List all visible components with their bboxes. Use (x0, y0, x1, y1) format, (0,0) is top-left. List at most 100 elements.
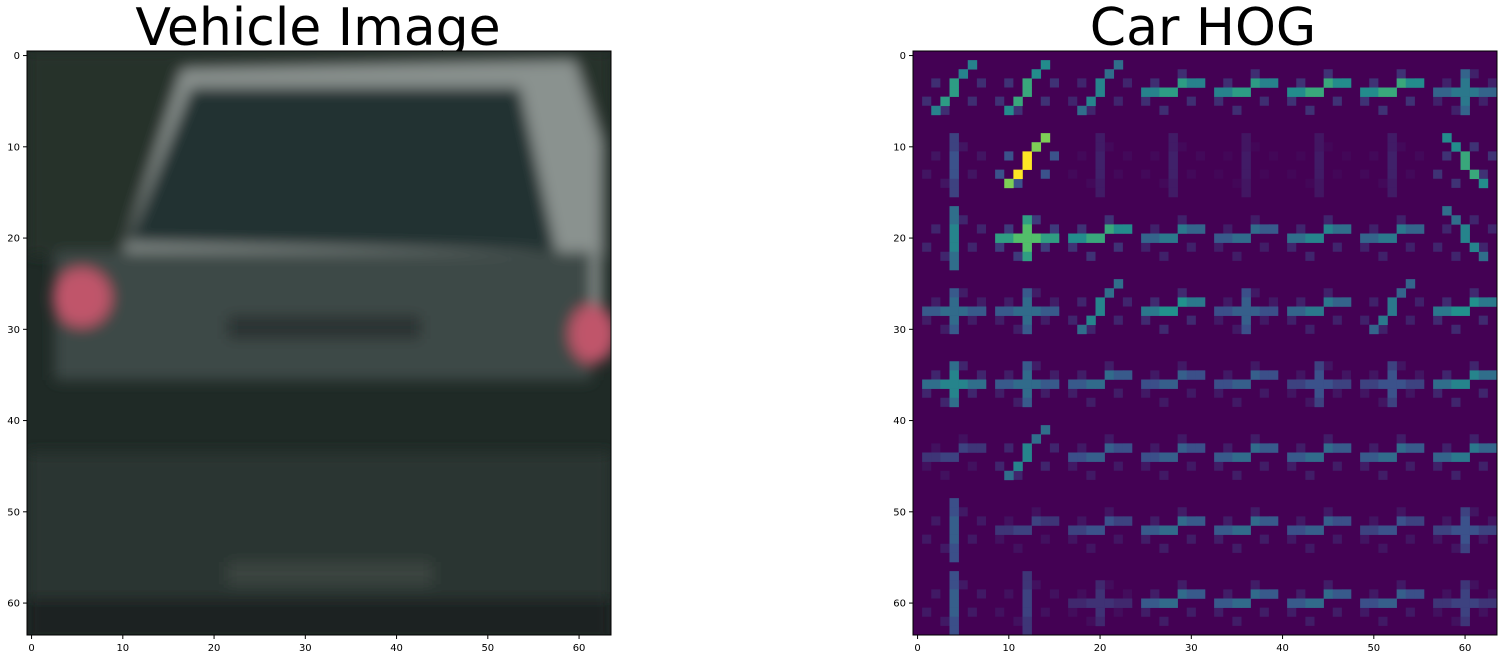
hog-pixel (1332, 379, 1343, 389)
hog-pixel (1259, 370, 1270, 380)
vehicle-y-tick-label: 50 (7, 507, 20, 518)
hog-pixel (1113, 607, 1123, 617)
hog-pixel (1195, 516, 1206, 526)
hog-pixel (1487, 151, 1497, 161)
hog-pixel (1122, 370, 1133, 380)
hog-pixel (1414, 151, 1424, 161)
hog-pixel (1259, 96, 1269, 106)
hog-pixel (931, 452, 941, 462)
hog-pixel (1451, 215, 1461, 225)
hog-pixel (1241, 297, 1251, 307)
hog-pixel (1469, 297, 1480, 307)
hog-pixel (949, 543, 959, 554)
hog-pixel (1469, 142, 1479, 152)
hog-pixel (995, 607, 1005, 617)
hog-pixel (1360, 379, 1370, 389)
hog-pixel (1268, 306, 1279, 316)
hog-pixel (1287, 242, 1297, 252)
vehicle-y-tick-label: 30 (7, 325, 20, 336)
hog-pixel (1168, 160, 1178, 170)
hog-pixel (1414, 516, 1425, 526)
hog-pixel (949, 133, 959, 143)
hog-pixel (1396, 589, 1407, 599)
hog-pixel (1022, 78, 1032, 88)
hog-pixel (1223, 516, 1233, 526)
hog-pixel (1241, 452, 1251, 462)
hog-pixel (1460, 87, 1470, 97)
hog-pixel (1068, 525, 1078, 535)
hog-pixel (1141, 461, 1151, 471)
hog-pixel (1022, 215, 1032, 225)
hog-pixel (940, 178, 950, 188)
hog-pixel (1305, 397, 1315, 407)
hog-pixel (949, 607, 959, 618)
hog-pixel (1460, 525, 1470, 535)
hog-pixel (1268, 151, 1278, 161)
hog-pixel (1214, 242, 1224, 252)
hog-pixel (1022, 315, 1032, 326)
hog-pixel (1186, 461, 1196, 471)
hog-pixel (1387, 87, 1397, 97)
hog-pixel (1360, 607, 1370, 617)
hog-pixel (1013, 616, 1023, 626)
hog-pixel (1004, 233, 1014, 243)
hog-pixel (1077, 516, 1087, 526)
hog-pixel (1442, 133, 1452, 143)
hog-pixel (1451, 525, 1461, 535)
hog-pixel (1223, 306, 1233, 316)
hog-pixel (995, 96, 1005, 106)
hog-pixel (1250, 361, 1260, 371)
image-rear-window (127, 87, 557, 252)
hog-pixel (1469, 434, 1479, 444)
hog-pixel (1433, 87, 1443, 97)
hog-pixel (1177, 297, 1188, 307)
hog-pixel (1022, 607, 1032, 618)
hog-pixel (1442, 87, 1452, 97)
hog-pixel (1150, 443, 1160, 453)
hog-pixel (1214, 388, 1224, 398)
hog-pixel (1232, 397, 1242, 407)
hog-pixel (1022, 361, 1032, 371)
hog-pixel (1150, 224, 1160, 234)
hog-pixel (1341, 589, 1352, 599)
hog-pixel (1186, 169, 1196, 179)
hog-pixel (1405, 589, 1416, 599)
hog-pixel (976, 306, 987, 316)
hog-pixel (949, 598, 959, 608)
hog-pixel (940, 379, 950, 389)
hog-pixel (1414, 78, 1425, 88)
hog-pixel (949, 324, 959, 335)
hog-pixel (1168, 151, 1178, 161)
hog-pixel (1360, 461, 1370, 471)
hog-pixel (1095, 607, 1105, 618)
hog-pixel (1086, 178, 1096, 188)
hog-heatmap (913, 51, 1498, 636)
hog-pixel (967, 534, 977, 544)
hog-pixel (1159, 525, 1169, 535)
hog-pixel (1323, 507, 1333, 517)
hog-pixel (1451, 470, 1461, 480)
hog-pixel (1013, 306, 1023, 316)
hog-pixel (1296, 297, 1306, 307)
hog-pixel (1013, 525, 1023, 535)
hog-pixel (1296, 306, 1306, 316)
image-ground (27, 598, 611, 635)
hog-pixel (1232, 306, 1242, 316)
hog-pixel (1396, 580, 1406, 590)
vehicle-image-panel: Vehicle Image 0 10 20 30 40 50 60 0 10 20 30 40 50 60 (0, 0, 640, 658)
hog-pixel (1077, 598, 1087, 608)
hog-pixel (1122, 297, 1132, 307)
hog-x-tick-label: 20 (1094, 643, 1107, 654)
hog-pixel (1414, 379, 1425, 389)
hog-pixel (1405, 242, 1415, 252)
hog-pixel (1460, 151, 1470, 161)
hog-pixel (1022, 251, 1032, 262)
hog-pixel (967, 388, 977, 398)
hog-pixel (1305, 233, 1315, 243)
hog-pixel (1186, 315, 1196, 325)
hog-pixel (1113, 598, 1124, 608)
hog-pixel (1259, 534, 1269, 544)
hog-pixel (1305, 251, 1315, 261)
hog-pixel (1177, 215, 1187, 225)
hog-pixel (1013, 233, 1023, 243)
